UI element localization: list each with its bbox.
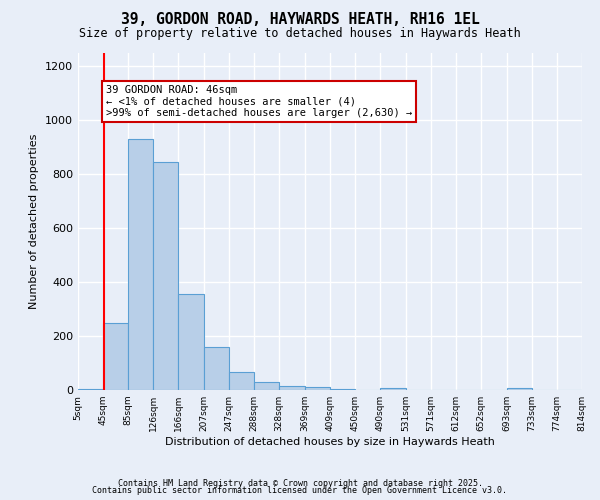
Text: Contains HM Land Registry data © Crown copyright and database right 2025.: Contains HM Land Registry data © Crown c… — [118, 478, 482, 488]
Bar — [128, 139, 154, 390]
Bar — [103, 322, 128, 390]
Bar — [204, 347, 229, 390]
Bar — [305, 388, 329, 390]
Bar — [506, 388, 532, 390]
Bar — [229, 372, 254, 390]
X-axis label: Distribution of detached houses by size in Haywards Heath: Distribution of detached houses by size … — [165, 437, 495, 447]
Y-axis label: Number of detached properties: Number of detached properties — [29, 134, 40, 309]
Bar — [279, 386, 305, 390]
Bar — [380, 388, 406, 390]
Text: 39, GORDON ROAD, HAYWARDS HEATH, RH16 1EL: 39, GORDON ROAD, HAYWARDS HEATH, RH16 1E… — [121, 12, 479, 28]
Bar — [154, 162, 178, 390]
Bar — [178, 294, 204, 390]
Bar — [329, 388, 355, 390]
Text: Size of property relative to detached houses in Haywards Heath: Size of property relative to detached ho… — [79, 28, 521, 40]
Bar — [254, 382, 279, 390]
Text: Contains public sector information licensed under the Open Government Licence v3: Contains public sector information licen… — [92, 486, 508, 495]
Text: 39 GORDON ROAD: 46sqm
← <1% of detached houses are smaller (4)
>99% of semi-deta: 39 GORDON ROAD: 46sqm ← <1% of detached … — [106, 85, 412, 118]
Bar — [78, 389, 103, 390]
